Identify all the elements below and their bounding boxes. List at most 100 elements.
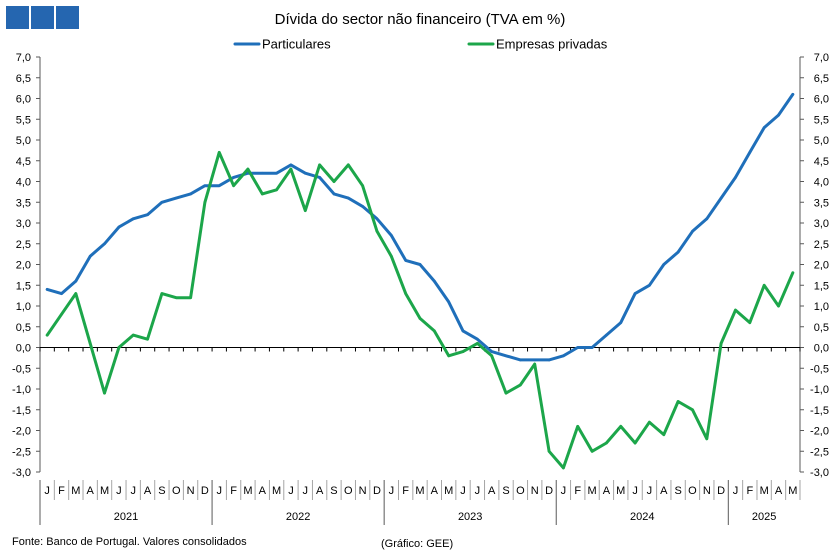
month-label: A [316, 485, 324, 497]
data-point [418, 317, 422, 320]
y-tick-label: -2,0 [12, 426, 31, 438]
month-label: J [303, 485, 309, 497]
data-point [146, 337, 149, 341]
data-point [117, 225, 121, 229]
month-label: J [130, 485, 136, 497]
y-tick-label: 2,5 [16, 239, 31, 251]
y-tick-label: -1,5 [810, 405, 829, 417]
month-label: M [272, 485, 281, 497]
data-point [174, 196, 178, 200]
month-label: O [688, 485, 697, 497]
data-point [533, 358, 537, 362]
month-label: S [158, 485, 165, 497]
month-label: O [344, 485, 353, 497]
data-point [375, 217, 379, 221]
data-point [289, 167, 293, 171]
y-tick-label: 4,0 [814, 177, 829, 189]
data-point [705, 437, 709, 441]
y-tick-label: 6,0 [16, 94, 31, 106]
month-label: N [703, 485, 711, 497]
y-tick-label: 1,0 [16, 301, 31, 313]
month-label: O [172, 485, 181, 497]
series-layer [45, 92, 795, 470]
data-point [347, 163, 350, 167]
logo-square [31, 6, 54, 29]
data-point [633, 441, 637, 445]
series-line-empresas-privadas [45, 150, 795, 470]
month-label: D [545, 485, 553, 497]
data-point [217, 151, 221, 154]
data-point [332, 180, 336, 183]
data-point [45, 288, 49, 291]
data-point [260, 192, 264, 196]
data-point [762, 283, 766, 287]
data-point [318, 163, 321, 167]
y-axis-right: -3,0 -2,5 -2,0 -1,5 -1,0 -0,5 0,0 0,5 1,0 1,5 2,0 2… [799, 52, 829, 479]
data-point [217, 184, 221, 187]
y-tick-label: -3,0 [810, 467, 829, 479]
data-point [590, 449, 594, 453]
month-label: J [288, 485, 294, 497]
month-label: F [402, 485, 409, 497]
data-point [490, 354, 493, 358]
data-point [189, 296, 192, 300]
y-tick-label: -2,0 [810, 426, 829, 438]
y-tick-label: -3,0 [12, 467, 31, 479]
y-tick-label: 6,5 [16, 73, 31, 85]
y-tick-label: 2,5 [814, 239, 829, 251]
data-point [60, 292, 63, 295]
data-point [605, 441, 608, 445]
data-point [547, 449, 551, 453]
month-label: M [616, 485, 625, 497]
year-label: 2025 [752, 511, 776, 523]
data-point [662, 433, 666, 436]
month-label: S [502, 485, 509, 497]
y-tick-label: 0,0 [814, 343, 829, 355]
data-point [303, 209, 307, 212]
month-label: D [201, 485, 209, 497]
data-point [705, 217, 709, 221]
data-point [633, 292, 637, 295]
logo-square [56, 6, 79, 29]
data-point [676, 250, 680, 254]
data-point [519, 383, 522, 387]
data-point [576, 346, 580, 349]
month-label: A [775, 485, 783, 497]
data-point [203, 184, 207, 187]
data-point [734, 176, 737, 179]
month-label: J [116, 485, 122, 497]
month-label: A [431, 485, 439, 497]
data-point [117, 346, 121, 349]
month-label: A [488, 485, 496, 497]
year-label: 2022 [286, 511, 310, 523]
month-label: J [389, 485, 395, 497]
data-point [203, 200, 207, 204]
y-tick-label: 5,5 [814, 114, 829, 126]
data-point [490, 350, 493, 353]
y-tick-label: 4,5 [814, 156, 829, 168]
month-label: J [216, 485, 222, 497]
month-label: N [531, 485, 539, 497]
month-label: S [330, 485, 337, 497]
month-label: S [674, 485, 681, 497]
year-label: 2023 [458, 511, 482, 523]
month-label: A [144, 485, 152, 497]
month-label: M [415, 485, 424, 497]
y-tick-label: 4,0 [16, 177, 31, 189]
month-label: D [373, 485, 381, 497]
y-tick-label: 3,0 [16, 218, 31, 230]
month-label: O [516, 485, 525, 497]
data-point [418, 263, 422, 266]
data-point [303, 171, 307, 175]
y-tick-label: 1,5 [16, 280, 31, 292]
data-point [260, 171, 264, 175]
data-point [777, 113, 780, 117]
data-point [719, 196, 723, 200]
data-point [404, 259, 407, 262]
y-tick-label: -0,5 [810, 363, 829, 375]
data-point [131, 333, 135, 337]
data-point [461, 350, 465, 353]
data-point [562, 466, 565, 470]
